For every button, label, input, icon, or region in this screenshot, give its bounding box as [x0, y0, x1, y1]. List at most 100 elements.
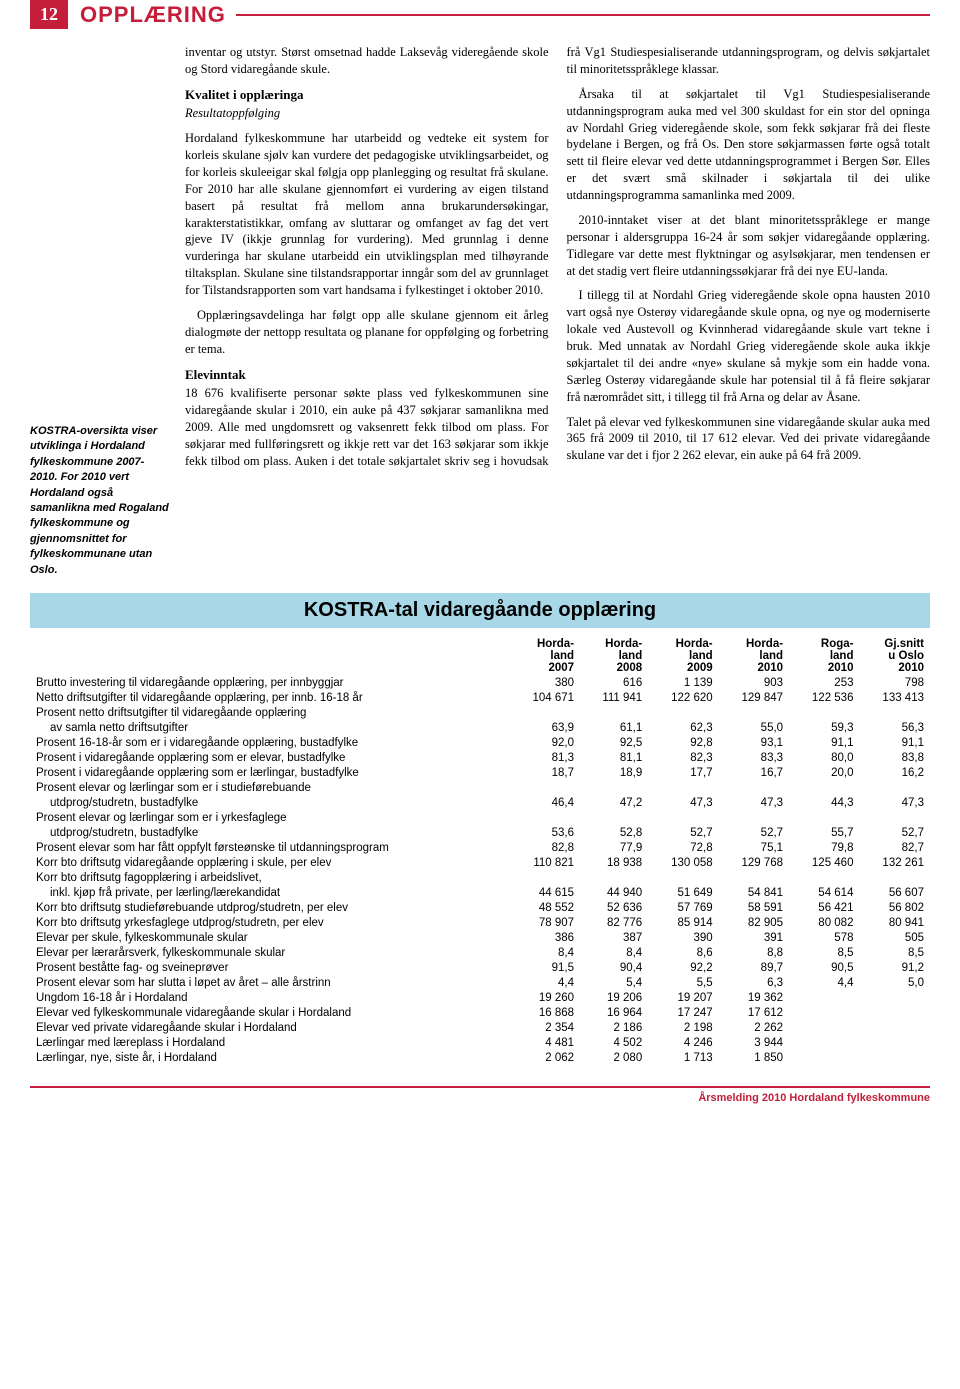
table-cell: 386 — [510, 931, 580, 946]
table-cell: 90,4 — [580, 961, 648, 976]
table-cell: 2 262 — [719, 1021, 789, 1036]
table-col-header: Horda-land2009 — [648, 636, 718, 676]
table-cell: 1 713 — [648, 1051, 718, 1066]
table-cell: 133 413 — [859, 691, 930, 706]
table-cell: 578 — [789, 931, 859, 946]
subhead-resultat: Resultatoppfølging — [185, 105, 549, 122]
table-cell: 55,7 — [789, 826, 859, 841]
table-cell: 80 082 — [789, 916, 859, 931]
kostra-table: Horda-land2007Horda-land2008Horda-land20… — [30, 636, 930, 1066]
table-cell: 5,0 — [859, 976, 930, 991]
table-cell: 8,4 — [580, 946, 648, 961]
header-rule — [236, 14, 930, 16]
table-cell: 17 247 — [648, 1006, 718, 1021]
table-row-label: Elevar ved private vidaregåande skular i… — [30, 1021, 510, 1036]
table-cell: 391 — [719, 931, 789, 946]
table-cell: 8,4 — [510, 946, 580, 961]
table-cell: 58 591 — [719, 901, 789, 916]
table-cell — [580, 811, 648, 826]
table-cell: 83,3 — [719, 751, 789, 766]
table-row: Korr bto driftsutg yrkesfaglege utdprog/… — [30, 916, 930, 931]
page-header: 12 OPPLÆRING — [30, 0, 930, 29]
table-cell: 91,5 — [510, 961, 580, 976]
table-cell: 2 062 — [510, 1051, 580, 1066]
body-text: inventar og utstyr. Størst omsetnad hadd… — [185, 44, 930, 578]
table-cell: 47,3 — [859, 796, 930, 811]
body-p1: inventar og utstyr. Størst omsetnad hadd… — [185, 44, 549, 78]
table-cell: 81,3 — [510, 751, 580, 766]
table-cell: 18 938 — [580, 856, 648, 871]
table-cell: 52,7 — [719, 826, 789, 841]
table-cell: 19 362 — [719, 991, 789, 1006]
table-cell: 44 615 — [510, 886, 580, 901]
table-cell: 48 552 — [510, 901, 580, 916]
table-cell — [789, 991, 859, 1006]
table-cell: 8,8 — [719, 946, 789, 961]
table-cell — [789, 1021, 859, 1036]
table-cell: 59,3 — [789, 721, 859, 736]
table-cell: 5,5 — [648, 976, 718, 991]
table-cell: 62,3 — [648, 721, 718, 736]
table-cell — [859, 871, 930, 886]
table-cell — [719, 811, 789, 826]
table-title: KOSTRA-tal vidaregåande opplæring — [30, 593, 930, 628]
body-p2: Hordaland fylkeskommune har utarbeidd og… — [185, 130, 549, 299]
table-cell: 2 198 — [648, 1021, 718, 1036]
table-row: Korr bto driftsutg fagopplæring i arbeid… — [30, 871, 930, 886]
table-cell: 44,3 — [789, 796, 859, 811]
table-cell — [859, 706, 930, 721]
table-row: Netto driftsutgifter til vidaregåande op… — [30, 691, 930, 706]
table-cell: 82 776 — [580, 916, 648, 931]
table-cell: 5,4 — [580, 976, 648, 991]
table-row: Prosent elevar som har slutta i løpet av… — [30, 976, 930, 991]
table-cell: 8,5 — [789, 946, 859, 961]
table-cell: 54 841 — [719, 886, 789, 901]
table-cell: 390 — [648, 931, 718, 946]
table-cell: 91,2 — [859, 961, 930, 976]
table-row: Ungdom 16-18 år i Hordaland19 26019 2061… — [30, 991, 930, 1006]
table-row: av samla netto driftsutgifter63,961,162,… — [30, 721, 930, 736]
table-cell — [648, 871, 718, 886]
body-p8: Talet på elevar ved fylkeskommunen sine … — [567, 414, 931, 465]
table-cell: 18,7 — [510, 766, 580, 781]
table-cell — [859, 1051, 930, 1066]
table-row: Prosent i vidaregåande opplæring som er … — [30, 766, 930, 781]
table-row-label: Elevar per lærarårsverk, fylkeskommunale… — [30, 946, 510, 961]
body-p3: Opplæringsavdelinga har følgt opp alle s… — [185, 307, 549, 358]
table-row: inkl. kjøp frå private, per lærling/lære… — [30, 886, 930, 901]
table-cell: 79,8 — [789, 841, 859, 856]
table-cell: 122 536 — [789, 691, 859, 706]
table-cell — [580, 871, 648, 886]
table-cell — [789, 706, 859, 721]
table-cell — [859, 811, 930, 826]
table-cell: 505 — [859, 931, 930, 946]
table-cell: 104 671 — [510, 691, 580, 706]
table-row: Prosent 16-18-år som er i vidaregåande o… — [30, 736, 930, 751]
table-cell: 47,2 — [580, 796, 648, 811]
table-cell: 78 907 — [510, 916, 580, 931]
table-cell: 56 802 — [859, 901, 930, 916]
table-row-label: Korr bto driftsutg studieførebuande utdp… — [30, 901, 510, 916]
table-row-label: Prosent i vidaregåande opplæring som er … — [30, 766, 510, 781]
table-row: Korr bto driftsutg studieførebuande utdp… — [30, 901, 930, 916]
table-row-label: utdprog/studretn, bustadfylke — [30, 826, 510, 841]
table-row-label: Korr bto driftsutg vidaregåande opplærin… — [30, 856, 510, 871]
table-cell: 92,8 — [648, 736, 718, 751]
table-cell: 387 — [580, 931, 648, 946]
table-row: utdprog/studretn, bustadfylke53,652,852,… — [30, 826, 930, 841]
table-cell: 16 964 — [580, 1006, 648, 1021]
table-cell: 17,7 — [648, 766, 718, 781]
table-row-label: Prosent elevar som har fått oppfylt førs… — [30, 841, 510, 856]
table-row-label: Prosent elevar og lærlingar som er i yrk… — [30, 811, 510, 826]
table-cell: 80,0 — [789, 751, 859, 766]
table-cell: 1 850 — [719, 1051, 789, 1066]
table-cell: 82,7 — [859, 841, 930, 856]
table-cell: 2 186 — [580, 1021, 648, 1036]
table-row: Elevar ved fylkeskommunale vidaregåande … — [30, 1006, 930, 1021]
table-cell: 2 354 — [510, 1021, 580, 1036]
table-row-label: Lærlingar, nye, siste år, i Hordaland — [30, 1051, 510, 1066]
table-row: Elevar per skule, fylkeskommunale skular… — [30, 931, 930, 946]
table-cell: 92,2 — [648, 961, 718, 976]
table-cell: 92,0 — [510, 736, 580, 751]
table-row: Prosent elevar og lærlingar som er i yrk… — [30, 811, 930, 826]
